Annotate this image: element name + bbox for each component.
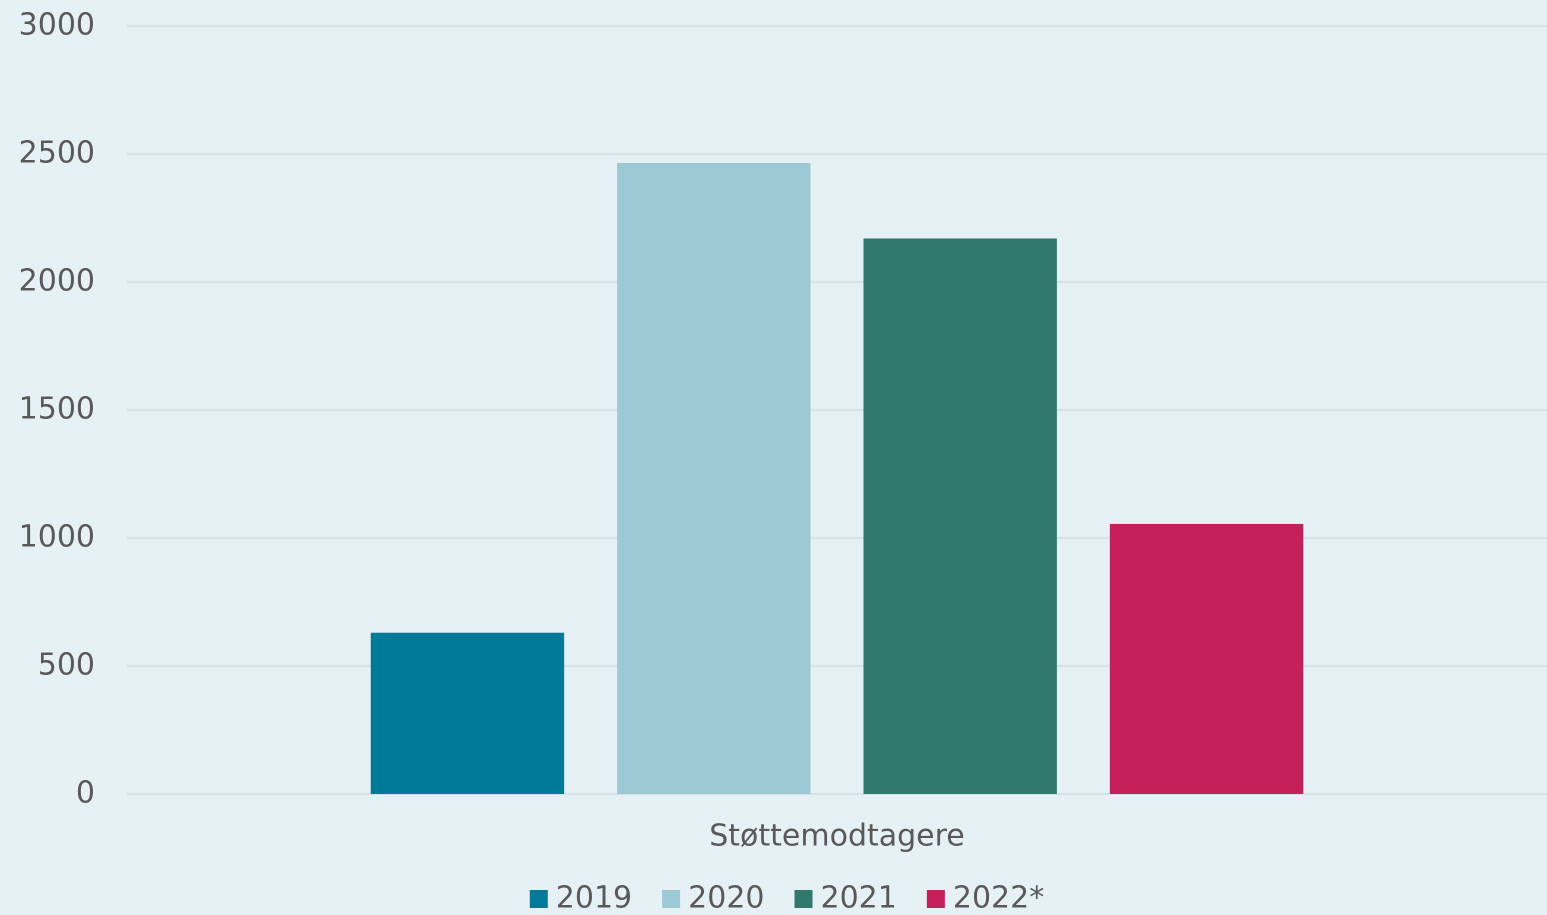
legend-swatch xyxy=(794,890,813,908)
legend-label: 2021 xyxy=(821,881,897,915)
y-tick-label: 1000 xyxy=(19,520,95,555)
bar xyxy=(863,238,1057,795)
legend-swatch xyxy=(926,890,945,908)
x-tick-label: Støttemodtagere xyxy=(709,819,965,854)
y-tick-label: 2500 xyxy=(19,136,95,171)
y-tick-label: 2000 xyxy=(19,264,95,299)
legend-swatch xyxy=(529,890,548,908)
bar xyxy=(1109,523,1304,794)
y-tick-label: 1500 xyxy=(19,392,95,427)
bar xyxy=(617,162,811,794)
legend-label: 2019 xyxy=(556,881,632,915)
y-tick-label: 0 xyxy=(76,776,95,811)
legend-swatch xyxy=(662,890,681,908)
bar xyxy=(370,632,565,794)
y-tick-label: 3000 xyxy=(19,8,95,43)
legend-label: 2022* xyxy=(953,881,1044,915)
y-tick-label: 500 xyxy=(38,648,95,683)
legend-label: 2020 xyxy=(688,881,764,915)
